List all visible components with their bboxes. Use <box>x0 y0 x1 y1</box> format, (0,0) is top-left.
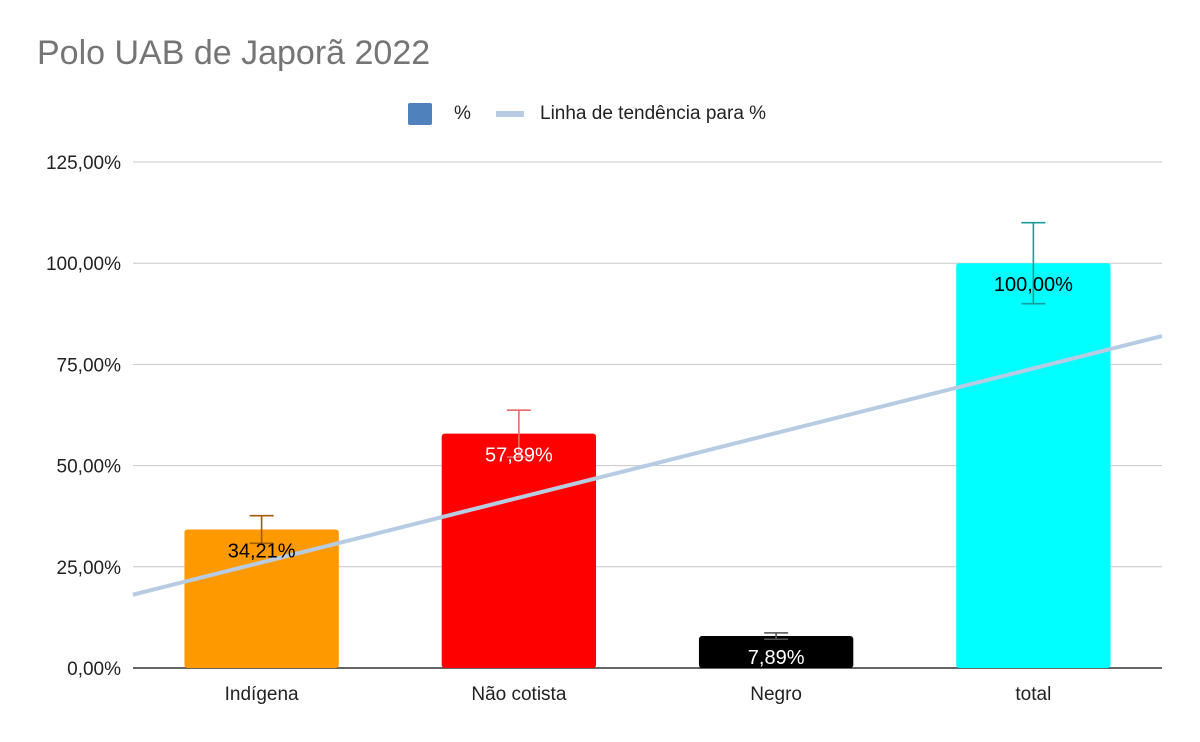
legend-trendline-swatch <box>496 111 524 117</box>
error-bars <box>249 221 1046 641</box>
y-axis-tick-labels: 0,00% 25,00% 50,00% 75,00% 100,00% 125,00% <box>46 153 121 680</box>
bar <box>184 529 339 668</box>
x-tick-label: Indígena <box>225 684 299 705</box>
data-label: 7,89% <box>748 647 805 669</box>
x-tick-label: Não cotista <box>471 684 566 705</box>
y-tick-label: 75,00% <box>57 355 122 376</box>
legend-series-swatch <box>408 103 432 125</box>
data-labels: 34,21% 57,89% 7,89% 100,00% <box>228 274 1073 669</box>
y-tick-label: 50,00% <box>57 457 122 478</box>
legend-item-trendline[interactable]: Linha de tendência para % <box>496 100 766 128</box>
x-tick-label: total <box>1015 684 1051 705</box>
chart-legend: % Linha de tendência para % <box>0 100 1200 128</box>
trendline <box>132 334 1163 597</box>
bars <box>184 263 1111 668</box>
data-label: 57,89% <box>485 445 553 467</box>
bar <box>441 433 597 668</box>
x-tick-label: Negro <box>750 684 802 705</box>
legend-series-label: % <box>454 103 471 124</box>
bar <box>956 263 1111 668</box>
y-tick-label: 0,00% <box>67 659 121 680</box>
bar <box>698 636 854 668</box>
data-label: 34,21% <box>228 541 296 563</box>
y-tick-label: 125,00% <box>46 153 121 174</box>
legend-item-series[interactable]: % <box>408 100 471 128</box>
data-label: 100,00% <box>994 274 1073 296</box>
y-tick-label: 100,00% <box>46 254 121 275</box>
trendline-group <box>132 334 1163 597</box>
x-axis-tick-labels: Indígena Não cotista Negro total <box>225 684 1052 705</box>
chart-title: Polo UAB de Japorã 2022 <box>37 34 431 72</box>
y-tick-label: 25,00% <box>57 558 122 579</box>
legend-trendline-label: Linha de tendência para % <box>540 103 767 124</box>
